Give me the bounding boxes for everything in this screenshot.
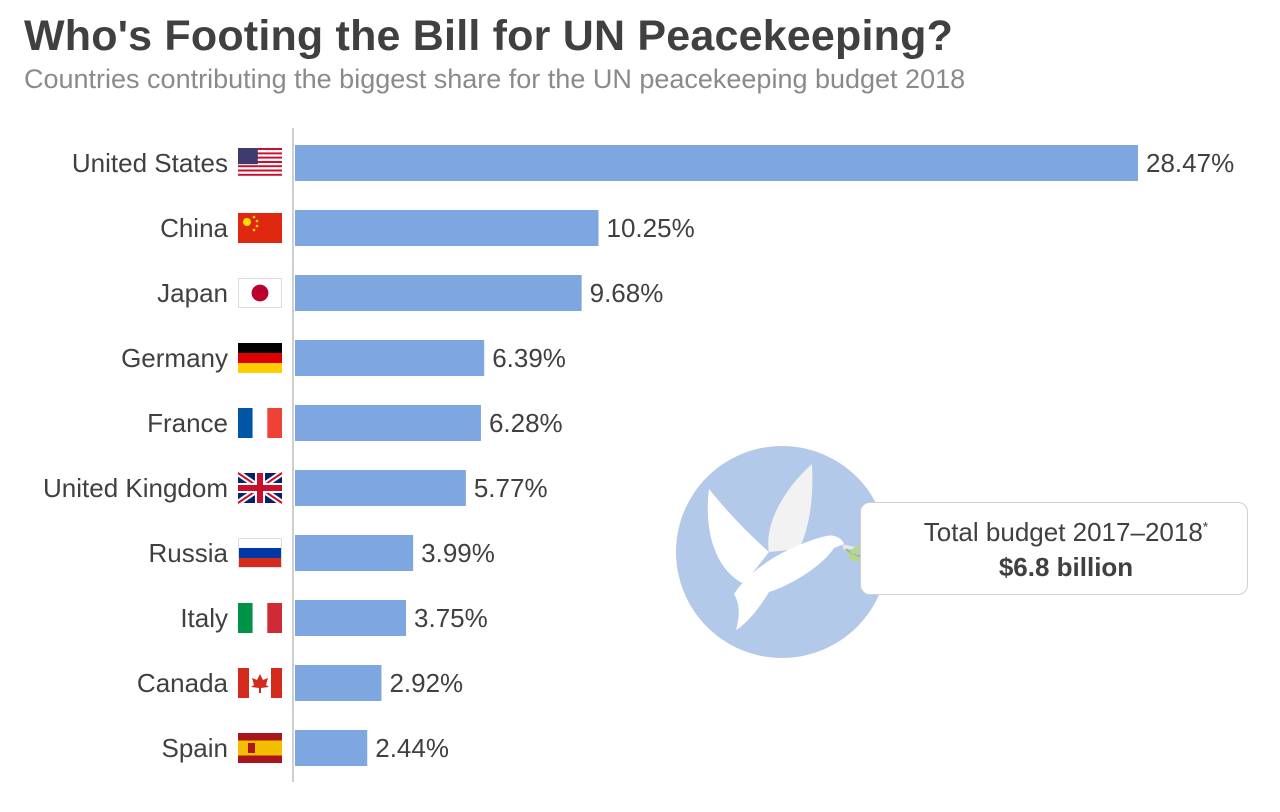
russia-flag-icon (238, 538, 282, 568)
dove-icon (707, 464, 862, 630)
value-label: 5.77% (474, 473, 548, 503)
total-budget-value: $6.8 billion (998, 552, 1134, 582)
value-label: 9.68% (590, 278, 664, 308)
spain-flag-icon (238, 733, 282, 763)
category-label: China (160, 213, 228, 243)
bar (295, 470, 466, 506)
category-label: Canada (137, 668, 229, 698)
bar (295, 535, 414, 571)
category-label: Japan (157, 278, 228, 308)
canada-flag-icon (238, 668, 282, 698)
japan-flag-icon (238, 278, 282, 308)
bar (295, 730, 368, 766)
total-budget-label: Total budget 2017–2018* (923, 517, 1209, 547)
value-label: 28.47% (1146, 148, 1234, 178)
uk-flag-icon (236, 470, 284, 506)
italy-flag-icon (238, 603, 282, 633)
value-label: 6.39% (492, 343, 566, 373)
china-flag-icon (238, 213, 282, 243)
bar (295, 275, 582, 311)
value-label: 3.75% (414, 603, 488, 633)
category-label: Russia (149, 538, 229, 568)
bar (295, 340, 485, 376)
chart-title: Who's Footing the Bill for UN Peacekeepi… (24, 12, 954, 60)
dove-illustration (676, 446, 888, 658)
footnote-mark: * (1202, 518, 1209, 535)
value-label: 2.44% (375, 733, 449, 763)
france-flag-icon (238, 408, 282, 438)
bar (295, 665, 382, 701)
total-budget-callout: Total budget 2017–2018* $6.8 billion (860, 502, 1248, 595)
us-flag-icon (238, 148, 282, 178)
category-label: United Kingdom (43, 473, 228, 503)
bar (295, 210, 599, 246)
value-label: 3.99% (421, 538, 495, 568)
bar (295, 405, 481, 441)
category-label: United States (72, 148, 228, 178)
category-label: Germany (121, 343, 228, 373)
category-label: Italy (180, 603, 228, 633)
value-label: 6.28% (489, 408, 563, 438)
germany-flag-icon (238, 343, 282, 373)
value-label: 2.92% (389, 668, 463, 698)
category-label: France (147, 408, 228, 438)
dove-circle (676, 446, 888, 658)
category-label: Spain (162, 733, 229, 763)
bar (295, 145, 1138, 181)
value-label: 10.25% (607, 213, 695, 243)
chart-subtitle: Countries contributing the biggest share… (24, 64, 966, 94)
bar (295, 600, 407, 636)
